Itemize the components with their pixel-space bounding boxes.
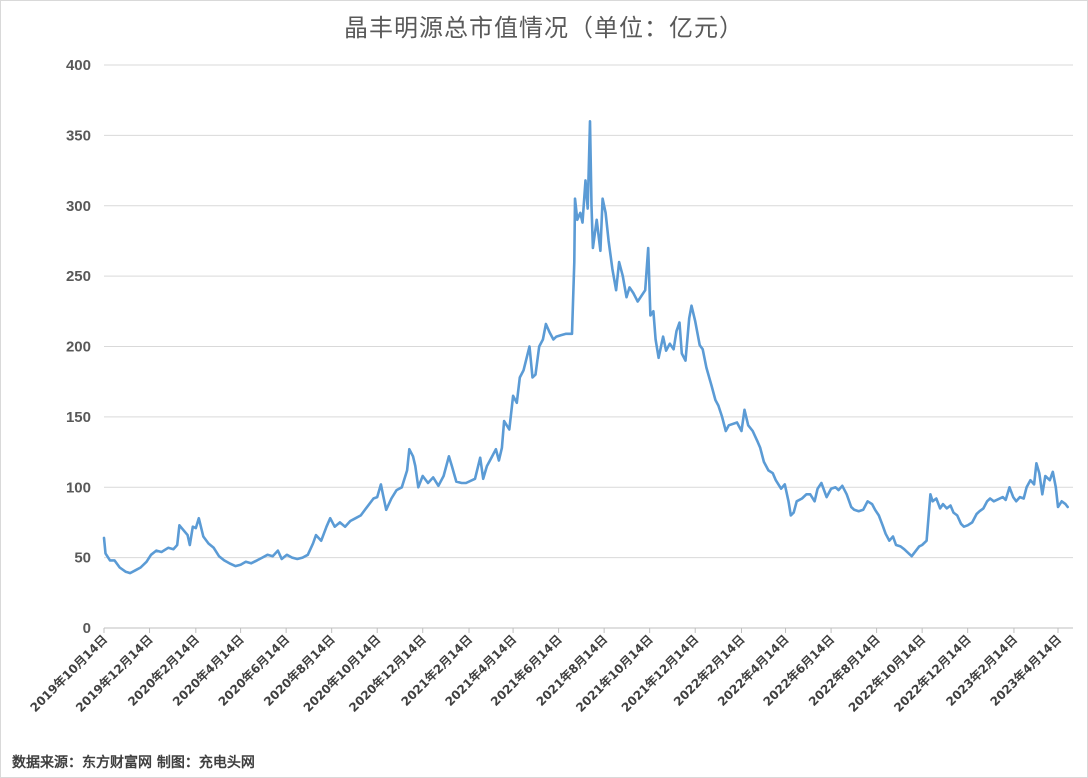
x-axis: 2019年10月14日2019年12月14日2020年2月14日2020年4月1…	[27, 627, 1073, 715]
x-tick-label: 2022年12月14日	[890, 632, 973, 715]
y-tick-label: 300	[66, 198, 91, 215]
source-note: 数据来源：东方财富网 制图：充电头网	[12, 755, 255, 771]
x-tick-label: 2022年10月14日	[845, 632, 928, 715]
series-group	[102, 120, 1069, 575]
y-tick-label: 250	[66, 268, 91, 285]
x-tick-label: 2020年12月14日	[346, 632, 429, 715]
y-tick-label: 150	[66, 409, 91, 426]
y-tick-label: 350	[66, 127, 91, 144]
y-tick-label: 100	[66, 479, 91, 496]
y-tick-label: 400	[66, 57, 91, 74]
x-tick-label: 2020年10月14日	[300, 632, 383, 715]
x-tick-label: 2019年10月14日	[27, 632, 110, 715]
chart-title: 晶丰明源总市值情况（单位：亿元）	[344, 14, 744, 42]
x-tick-label: 2021年12月14日	[618, 632, 701, 715]
y-tick-label: 50	[74, 550, 91, 567]
x-tick-label: 2019年12月14日	[72, 632, 155, 715]
y-axis: 0 50 100 150 200 250 300 350 400	[66, 57, 91, 637]
y-tick-label: 0	[83, 620, 91, 637]
series-line-market-cap	[102, 120, 1069, 575]
x-tick-label: 2021年10月14日	[572, 632, 655, 715]
y-tick-label: 200	[66, 339, 91, 356]
